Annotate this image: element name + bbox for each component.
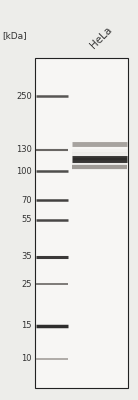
Text: 100: 100 bbox=[16, 166, 32, 176]
Text: 250: 250 bbox=[16, 92, 32, 101]
Text: 130: 130 bbox=[16, 145, 32, 154]
Text: 70: 70 bbox=[21, 196, 32, 205]
Text: 10: 10 bbox=[22, 354, 32, 364]
Text: 35: 35 bbox=[21, 252, 32, 261]
Text: 15: 15 bbox=[22, 321, 32, 330]
Text: 25: 25 bbox=[22, 280, 32, 289]
Text: 55: 55 bbox=[22, 215, 32, 224]
Bar bbox=[35, 58, 128, 388]
Text: [kDa]: [kDa] bbox=[2, 31, 27, 40]
Text: HeLa: HeLa bbox=[88, 24, 114, 50]
